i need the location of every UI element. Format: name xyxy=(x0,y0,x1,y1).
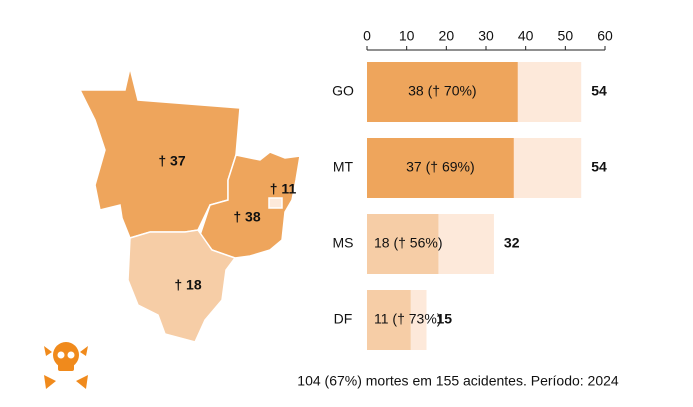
x-tick-label: 40 xyxy=(518,28,534,44)
y-tick-label: GO xyxy=(332,83,354,99)
bar-deaths xyxy=(367,138,514,198)
map-label: † 38 xyxy=(233,209,260,225)
value-label: 37 († 69%) xyxy=(406,159,474,175)
x-tick-label: 60 xyxy=(597,28,613,44)
x-tick-label: 20 xyxy=(439,28,455,44)
skull-icon xyxy=(44,342,88,389)
y-tick-label: MS xyxy=(333,235,354,251)
x-tick-label: 50 xyxy=(558,28,574,44)
y-tick-label: DF xyxy=(334,311,353,327)
map-label: † 37 xyxy=(158,153,185,169)
footer: 104 (67%) mortes em 155 acidentes. Perío… xyxy=(297,373,619,389)
map-df xyxy=(268,197,283,209)
map-label: † 18 xyxy=(174,277,201,293)
bar-deaths xyxy=(367,214,439,274)
total-label: 54 xyxy=(591,159,607,175)
bar-deaths xyxy=(367,290,411,350)
total-label: 32 xyxy=(504,235,520,251)
value-label: 11 († 73%) xyxy=(374,311,441,327)
map-label: † 11 xyxy=(270,181,297,197)
map-ms xyxy=(127,229,237,343)
x-tick-label: 0 xyxy=(363,28,371,44)
bar-deaths xyxy=(367,62,518,122)
x-tick-label: 10 xyxy=(399,28,415,44)
total-label: 54 xyxy=(591,83,607,99)
map-go xyxy=(199,151,301,259)
total-label: 15 xyxy=(437,311,453,327)
map: † 37 † 38 † 11 † 18 xyxy=(78,67,301,343)
value-label: 38 († 70%) xyxy=(408,83,476,99)
y-tick-label: MT xyxy=(333,159,354,175)
value-label: 18 († 56%) xyxy=(374,235,442,251)
x-tick-label: 30 xyxy=(478,28,494,44)
